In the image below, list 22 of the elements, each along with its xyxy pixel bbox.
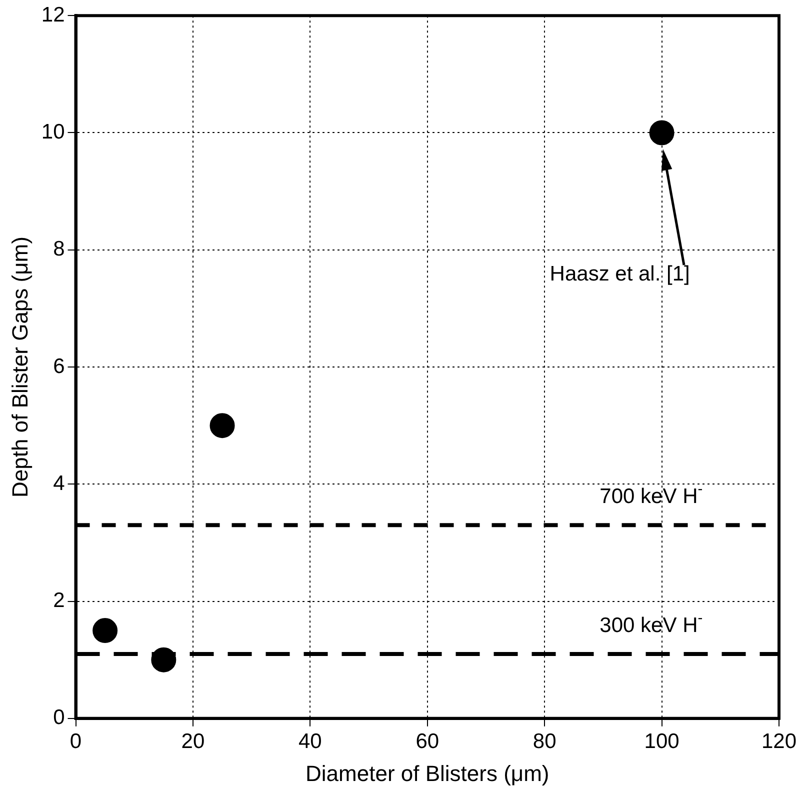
annotation: Haasz et al. [1] <box>550 262 690 286</box>
y-tick-label: 4 <box>53 472 66 495</box>
y-tick-label: 8 <box>53 238 65 261</box>
y-tick-label: 2 <box>53 589 65 612</box>
y-tick-label: 0 <box>53 706 65 730</box>
x-tick-label: 20 <box>181 730 205 753</box>
x-tick-label: 60 <box>416 730 440 753</box>
ref-line-label: 700 keV H- <box>600 482 703 508</box>
y-axis-title: Depth of Blister Gaps (μm) <box>7 236 32 498</box>
point <box>649 120 674 146</box>
ref-line-label: 300 keV H- <box>600 610 703 637</box>
point <box>92 618 118 644</box>
x-tick-label: 100 <box>644 730 680 753</box>
y-tick-label: 12 <box>41 3 65 26</box>
x-tick-label: 120 <box>761 730 797 753</box>
x-axis-title: Diameter of Blisters (μm) <box>306 760 550 786</box>
y-tick-label: 10 <box>41 120 65 144</box>
y-tick-label: 6 <box>53 354 65 378</box>
x-tick-label: 0 <box>70 730 82 753</box>
point <box>210 413 235 438</box>
x-tick-label: 80 <box>532 730 556 753</box>
x-tick-label: 40 <box>298 730 322 753</box>
